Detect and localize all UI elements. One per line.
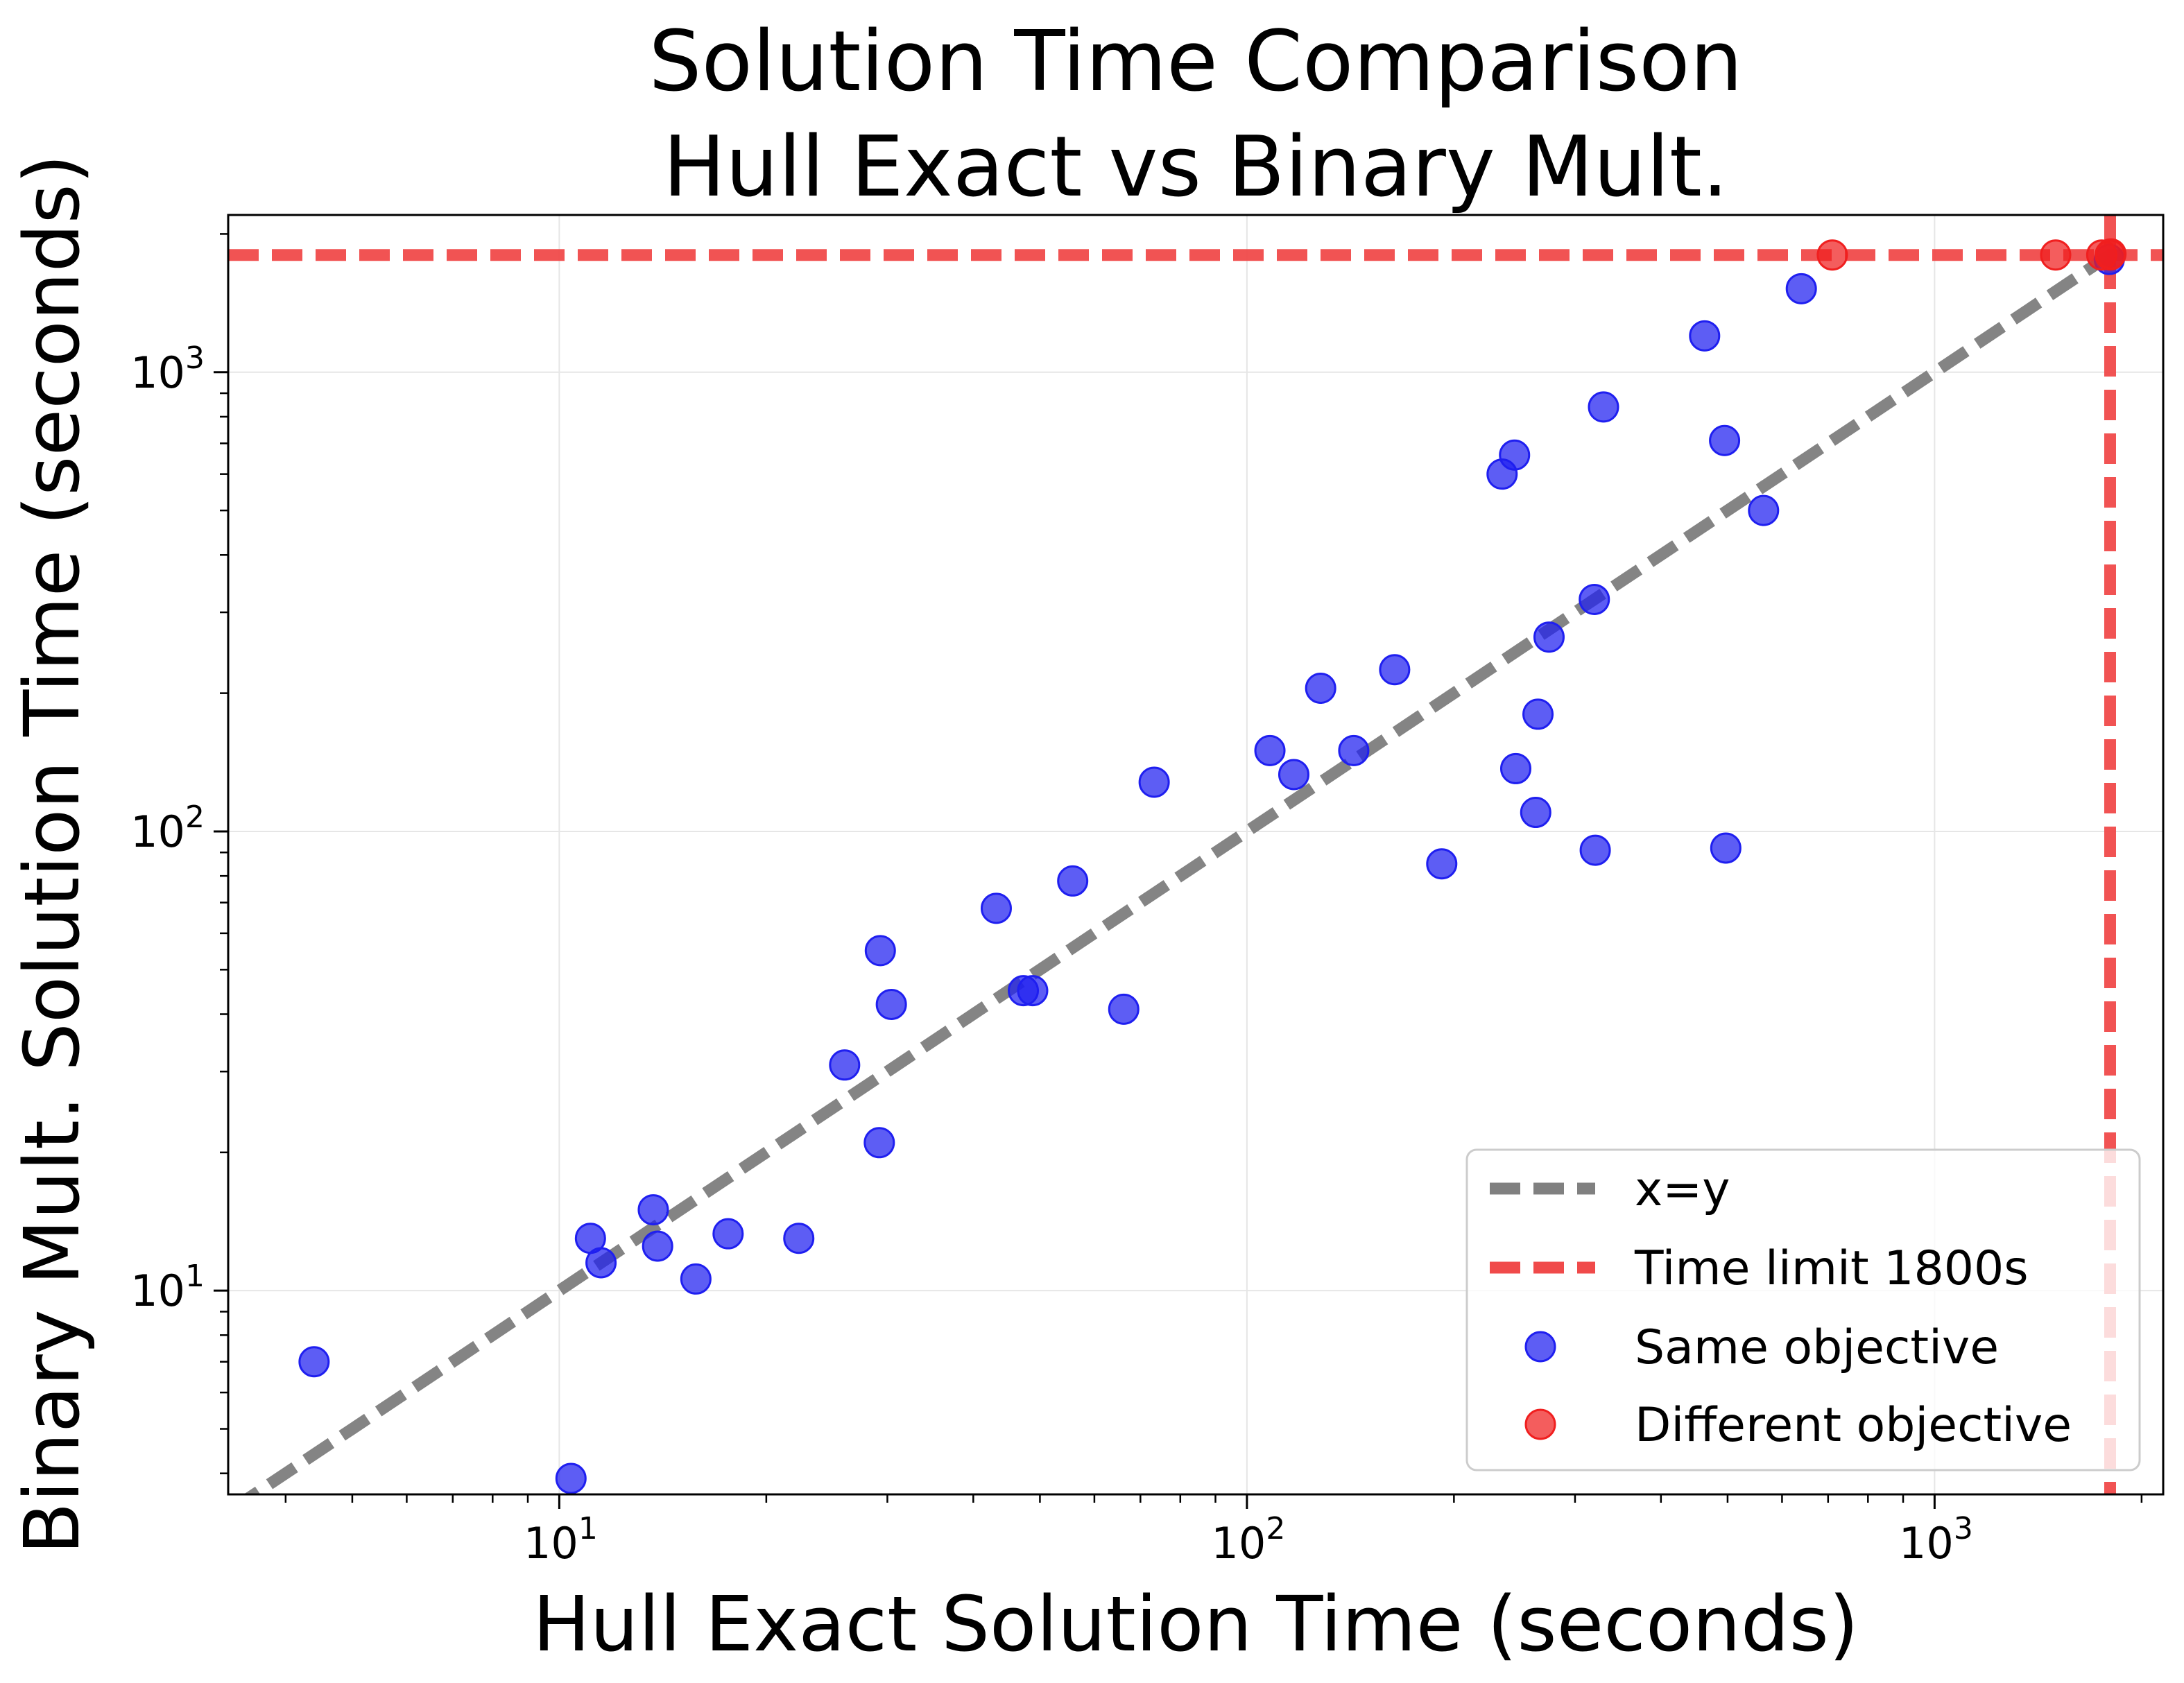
point-different-objective-1 <box>2040 239 2072 271</box>
point-same-objective-1 <box>555 1462 587 1494</box>
point-same-objective-16 <box>1057 865 1089 897</box>
point-same-objective-13 <box>980 892 1012 924</box>
point-different-objective-0 <box>1816 239 1848 271</box>
point-same-objective-8 <box>783 1223 815 1254</box>
point-same-objective-4 <box>637 1194 669 1226</box>
chart-title-line-2: Hull Exact vs Binary Mult. <box>663 119 1728 216</box>
point-same-objective-29 <box>1522 698 1554 730</box>
y-tick-label-1: 102 <box>130 800 205 857</box>
legend-marker-same <box>1524 1331 1556 1363</box>
legend-marker-different <box>1524 1408 1556 1440</box>
point-same-objective-34 <box>1689 320 1721 352</box>
point-same-objective-38 <box>1785 273 1817 304</box>
point-same-objective-36 <box>1710 832 1742 864</box>
point-same-objective-28 <box>1520 797 1551 829</box>
point-same-objective-23 <box>1379 654 1411 686</box>
point-same-objective-30 <box>1533 621 1565 653</box>
point-same-objective-24 <box>1426 848 1458 880</box>
legend-label-different: Different objective <box>1635 1398 2072 1453</box>
point-same-objective-9 <box>829 1049 861 1081</box>
point-different-objective-4 <box>2095 238 2127 270</box>
point-same-objective-37 <box>1748 494 1780 526</box>
point-same-objective-7 <box>712 1218 744 1250</box>
point-same-objective-32 <box>1579 834 1611 866</box>
point-same-objective-6 <box>680 1263 712 1295</box>
x-tick-label-1: 102 <box>1211 1511 1285 1569</box>
diagonal-line <box>243 250 2114 1494</box>
y-axis-label: Binary Mult. Solution Time (seconds) <box>8 154 96 1554</box>
y-tick-label-2: 103 <box>130 340 205 398</box>
point-same-objective-11 <box>863 1127 895 1159</box>
legend-label-same: Same objective <box>1635 1320 1999 1375</box>
point-same-objective-15 <box>1017 975 1049 1007</box>
point-same-objective-3 <box>585 1247 617 1279</box>
x-tick-label-0: 101 <box>524 1511 598 1569</box>
point-same-objective-26 <box>1499 439 1531 471</box>
x-tick-label-2: 103 <box>1899 1511 1973 1569</box>
axis-ticks: 101 102 103 101 102 103 <box>130 233 2143 1569</box>
point-same-objective-17 <box>1108 993 1140 1025</box>
plot-frame <box>227 214 2165 1496</box>
point-same-objective-18 <box>1138 766 1170 798</box>
point-same-objective-12 <box>875 988 907 1020</box>
legend-label-diagonal: x=y <box>1635 1162 1730 1217</box>
x-axis-label: Hull Exact Solution Time (seconds) <box>533 1580 1859 1668</box>
point-same-objective-22 <box>1338 734 1370 766</box>
legend-frame <box>1465 1148 2141 1471</box>
point-same-objective-0 <box>298 1346 330 1378</box>
point-same-objective-31 <box>1579 583 1610 615</box>
point-same-objective-5 <box>642 1230 673 1262</box>
point-same-objective-21 <box>1305 673 1336 705</box>
y-tick-label-0: 101 <box>130 1259 205 1316</box>
legend: x=y Time limit 1800s Same objective Diff… <box>1465 1148 2141 1471</box>
chart-title-line-1: Solution Time Comparison <box>648 14 1742 110</box>
legend-label-time-limit: Time limit 1800s <box>1634 1241 2029 1296</box>
point-same-objective-27 <box>1500 752 1532 784</box>
point-same-objective-19 <box>1254 734 1286 766</box>
point-same-objective-33 <box>1588 391 1619 423</box>
data-points <box>298 238 2127 1494</box>
point-same-objective-10 <box>864 935 896 967</box>
point-same-objective-35 <box>1709 424 1741 456</box>
point-same-objective-20 <box>1278 759 1309 791</box>
